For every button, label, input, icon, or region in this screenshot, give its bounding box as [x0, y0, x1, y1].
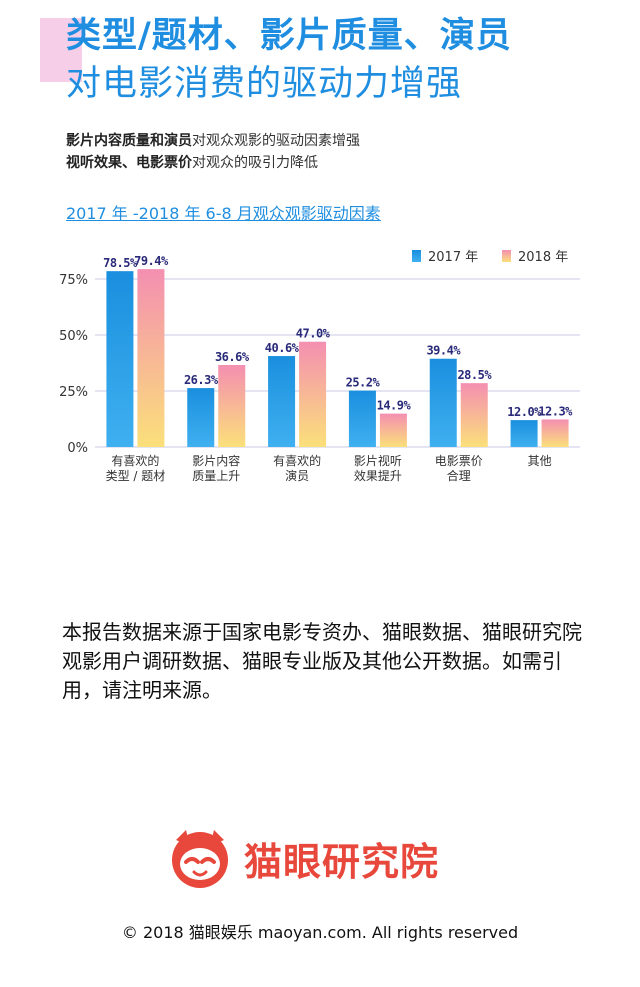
chart-title: 2017 年 -2018 年 6-8 月观众观影驱动因素 — [66, 204, 381, 223]
y-tick-label: 25% — [59, 385, 88, 400]
cat-logo-icon — [172, 830, 228, 888]
bar — [299, 341, 327, 447]
subtitle-line-1: 影片内容质量和演员对观众观影的驱动因素增强 — [66, 130, 360, 152]
data-label: 39.4% — [426, 344, 461, 358]
bar — [218, 365, 246, 447]
data-source-note: 本报告数据来源于国家电影专资办、猫眼数据、猫眼研究院观影用户调研数据、猫眼专业版… — [62, 620, 582, 702]
subtitle: 影片内容质量和演员对观众观影的驱动因素增强 视听效果、电影票价对观众的吸引力降低 — [66, 130, 360, 174]
data-label: 26.3% — [184, 373, 219, 387]
subtitle-line-2-rest: 对观众的吸引力降低 — [192, 155, 318, 171]
legend-label: 2017 年 — [428, 250, 478, 265]
subtitle-line-1-rest: 对观众观影的驱动因素增强 — [192, 133, 360, 149]
data-label: 12.3% — [538, 404, 573, 418]
data-label: 79.4% — [134, 254, 169, 268]
brand-name: 猫眼研究院 — [244, 839, 440, 884]
x-tick-label: 有喜欢的 — [273, 453, 321, 468]
y-tick-label: 50% — [59, 329, 88, 344]
x-tick-label: 影片内容 — [192, 453, 240, 468]
data-label: 78.5% — [103, 256, 138, 270]
x-tick-label: 电影票价 — [435, 454, 483, 468]
subtitle-emphasis-quality: 影片内容质量 — [66, 133, 150, 149]
title-line-2: 对电影消费的驱动力增强 — [66, 64, 463, 104]
subtitle-emphasis-av-price: 视听效果、电影票价 — [66, 155, 192, 171]
bar — [137, 269, 165, 447]
title-line-1: 类型/题材、影片质量、演员 — [66, 16, 512, 56]
bar — [429, 358, 457, 447]
bar — [460, 383, 488, 447]
page-title: 类型/题材、影片质量、演员 对电影消费的驱动力增强 — [66, 12, 512, 108]
data-label: 40.6% — [265, 341, 300, 355]
data-label: 28.5% — [457, 368, 492, 382]
bar-chart: 0%25%50%75%2017 年 2018 年78.5%79.4%有喜欢的类型 … — [59, 250, 580, 483]
legend-label: 2018 年 — [518, 250, 568, 265]
subtitle-line-2: 视听效果、电影票价对观众的吸引力降低 — [66, 152, 360, 174]
y-tick-label: 75% — [59, 273, 88, 288]
bar — [106, 271, 134, 447]
bar — [187, 388, 215, 447]
bar — [541, 419, 569, 447]
x-tick-label: 有喜欢的 — [111, 453, 159, 468]
x-tick-label: 演员 — [285, 468, 309, 483]
data-label: 25.2% — [346, 376, 381, 390]
bar — [510, 420, 538, 447]
x-tick-label: 类型 / 题材 — [106, 469, 166, 483]
title-accent-block — [40, 18, 82, 82]
data-label: 14.9% — [377, 399, 412, 413]
x-tick-label: 效果提升 — [354, 468, 402, 483]
x-tick-label: 影片视听 — [354, 453, 402, 468]
legend-swatch-0 — [412, 250, 421, 262]
x-tick-label: 合理 — [447, 468, 471, 483]
x-tick-label: 质量上升 — [192, 469, 240, 483]
legend-swatch-1 — [502, 250, 511, 262]
y-tick-label: 0% — [67, 441, 88, 456]
x-tick-label: 其他 — [528, 454, 552, 468]
data-label: 36.6% — [215, 350, 250, 364]
data-label: 47.0% — [296, 327, 331, 341]
subtitle-emphasis-actors: 演员 — [164, 133, 192, 149]
brand-logo: 猫眼研究院 — [168, 826, 439, 890]
bar — [379, 413, 407, 447]
copyright-notice: © 2018 猫眼娱乐 maoyan.com. All rights reser… — [121, 923, 519, 942]
bar — [348, 390, 376, 447]
data-label: 12.0% — [507, 405, 542, 419]
subtitle-conjunction: 和 — [150, 133, 164, 149]
bar — [268, 356, 296, 447]
